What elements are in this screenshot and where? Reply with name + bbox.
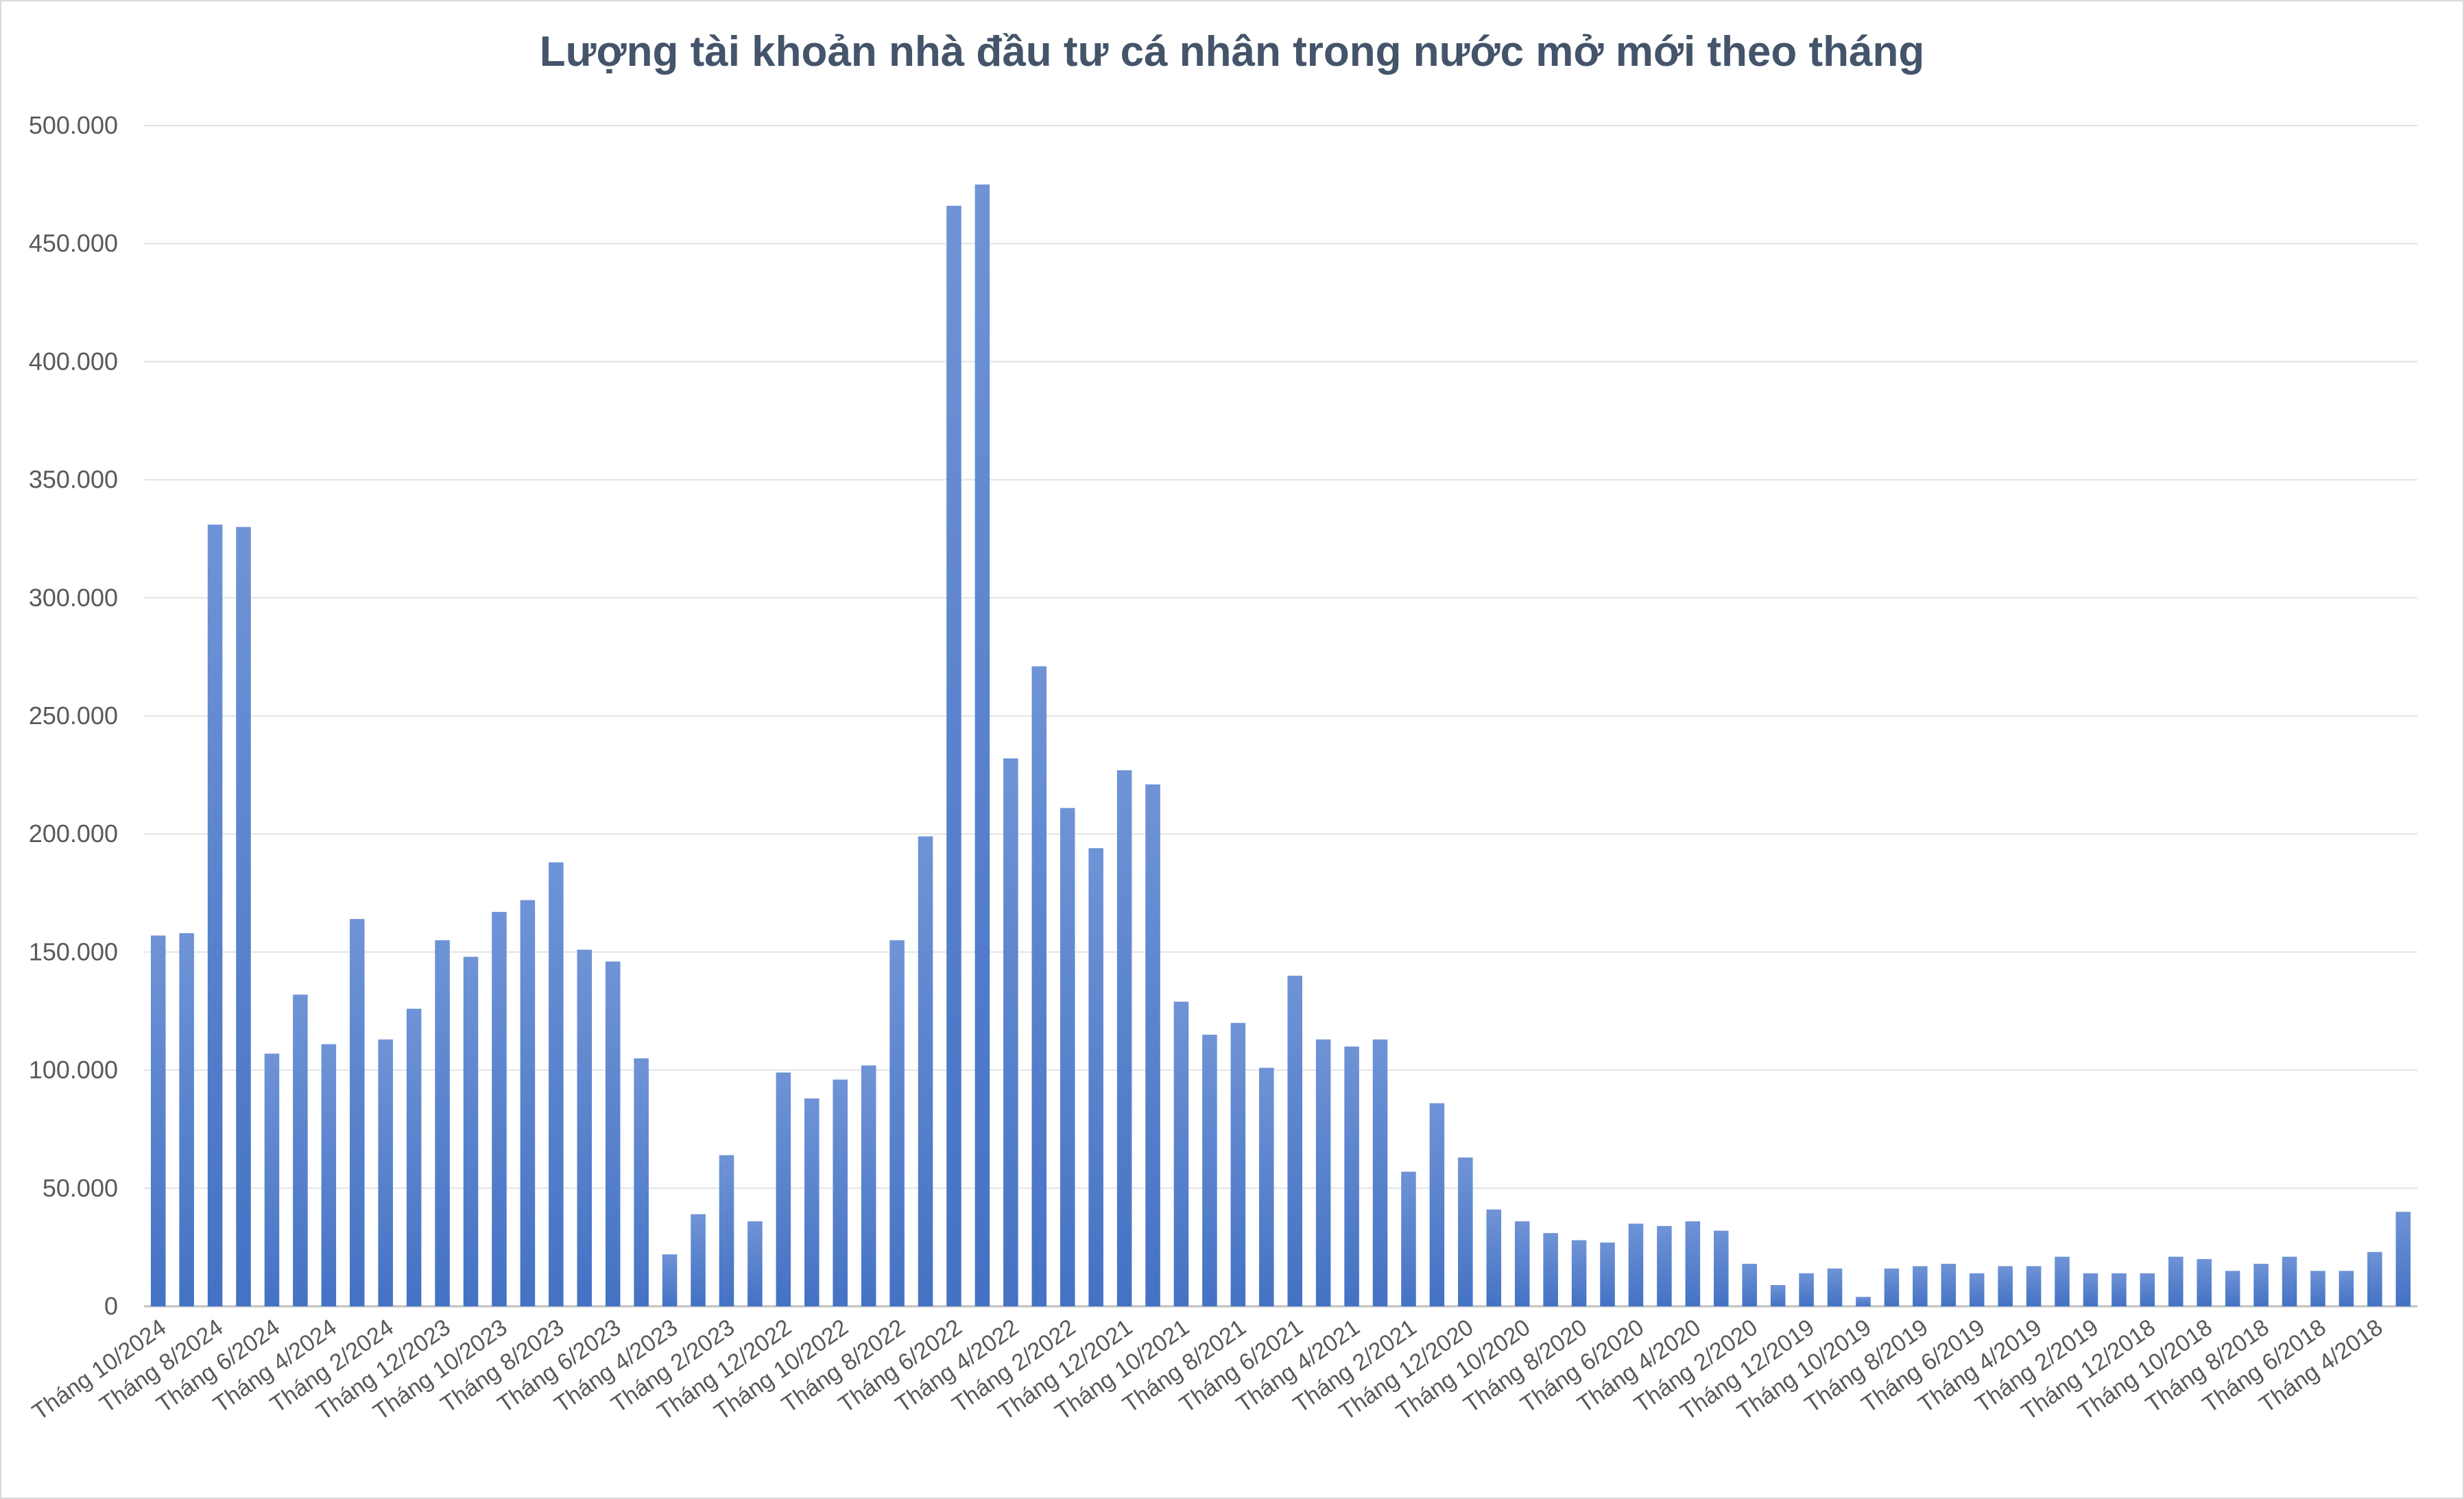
bar [1458,1158,1473,1306]
bar [1998,1266,2013,1306]
bar [974,184,990,1307]
bar [549,862,564,1306]
y-tick-label: 50.000 [43,1174,118,1202]
bar [1714,1230,1729,1306]
bar [889,940,905,1306]
bar [378,1039,393,1306]
bar [1486,1209,1502,1306]
bar [1600,1243,1615,1306]
bars [150,184,2411,1307]
bar [1088,848,1103,1306]
bar [1543,1233,1558,1306]
y-tick-label: 100.000 [29,1056,118,1084]
bar [1145,784,1160,1306]
bar [662,1254,678,1306]
bar [605,961,621,1306]
bar [406,1009,422,1306]
bar [1401,1171,1416,1306]
bar [2168,1256,2184,1306]
bar [1799,1273,1814,1306]
bar [918,836,933,1306]
bar [321,1044,337,1306]
bar [150,935,166,1306]
bar [1827,1268,1843,1306]
bar [2282,1256,2297,1306]
y-tick-label: 0 [104,1292,118,1320]
gridlines [144,125,2417,1308]
bar [2225,1271,2240,1306]
bar [2310,1271,2325,1306]
bar [435,940,450,1306]
bar [350,919,365,1306]
bar [1429,1103,1445,1306]
bar [1514,1221,1530,1306]
bar [2083,1273,2098,1306]
bar [2055,1256,2070,1306]
bar [293,994,308,1306]
y-axis-ticks: 0 50.000 100.000 150.000 200.000 250.000 300.0… [29,111,118,1320]
bar [1913,1266,1928,1306]
bar [719,1155,734,1306]
bar [1003,758,1018,1306]
bar [1770,1285,1786,1306]
bar [179,933,194,1306]
bar [946,206,961,1307]
bar [520,900,536,1306]
bar [1287,975,1302,1306]
bar [2253,1264,2269,1306]
y-tick-label: 350.000 [29,466,118,494]
bar [236,527,251,1306]
bar [1685,1221,1701,1306]
y-tick-label: 200.000 [29,819,118,848]
bar [1259,1068,1274,1306]
y-tick-label: 400.000 [29,347,118,375]
bar [1315,1039,1331,1306]
bar [2026,1266,2042,1306]
bar [1742,1264,1757,1306]
bar [1344,1046,1359,1306]
bar [2140,1273,2155,1306]
bar [1202,1034,1217,1306]
bar [861,1065,876,1306]
bar [577,949,593,1306]
bar [1060,808,1075,1306]
bar [691,1214,706,1306]
bar [1571,1240,1587,1306]
bar [1884,1268,1900,1306]
bar [1969,1273,1985,1306]
bar [1031,666,1047,1306]
y-tick-label: 300.000 [29,584,118,612]
bar [1116,770,1132,1306]
bar [1856,1297,1871,1306]
bar [2197,1259,2212,1306]
bar [1230,1022,1246,1306]
y-tick-label: 250.000 [29,701,118,730]
bar [747,1221,763,1306]
bar [264,1053,280,1306]
y-tick-label: 500.000 [29,111,118,139]
bar [2112,1273,2127,1306]
bar [1173,1001,1189,1306]
bar [1941,1264,1957,1306]
bar [634,1058,649,1306]
chart-title: Lượng tài khoản nhà đầu tư cá nhân trong… [539,28,1925,75]
bar [1372,1039,1388,1306]
bar [2339,1271,2354,1306]
bar [1657,1225,1672,1306]
bar [804,1098,820,1306]
bar [833,1079,848,1306]
bar [492,911,507,1306]
bar [207,525,223,1306]
bar [2395,1212,2411,1306]
y-tick-label: 150.000 [29,937,118,966]
bar [2367,1251,2382,1306]
bar [463,957,479,1306]
bar [776,1072,791,1306]
y-tick-label: 450.000 [29,229,118,257]
bar [1628,1223,1644,1306]
